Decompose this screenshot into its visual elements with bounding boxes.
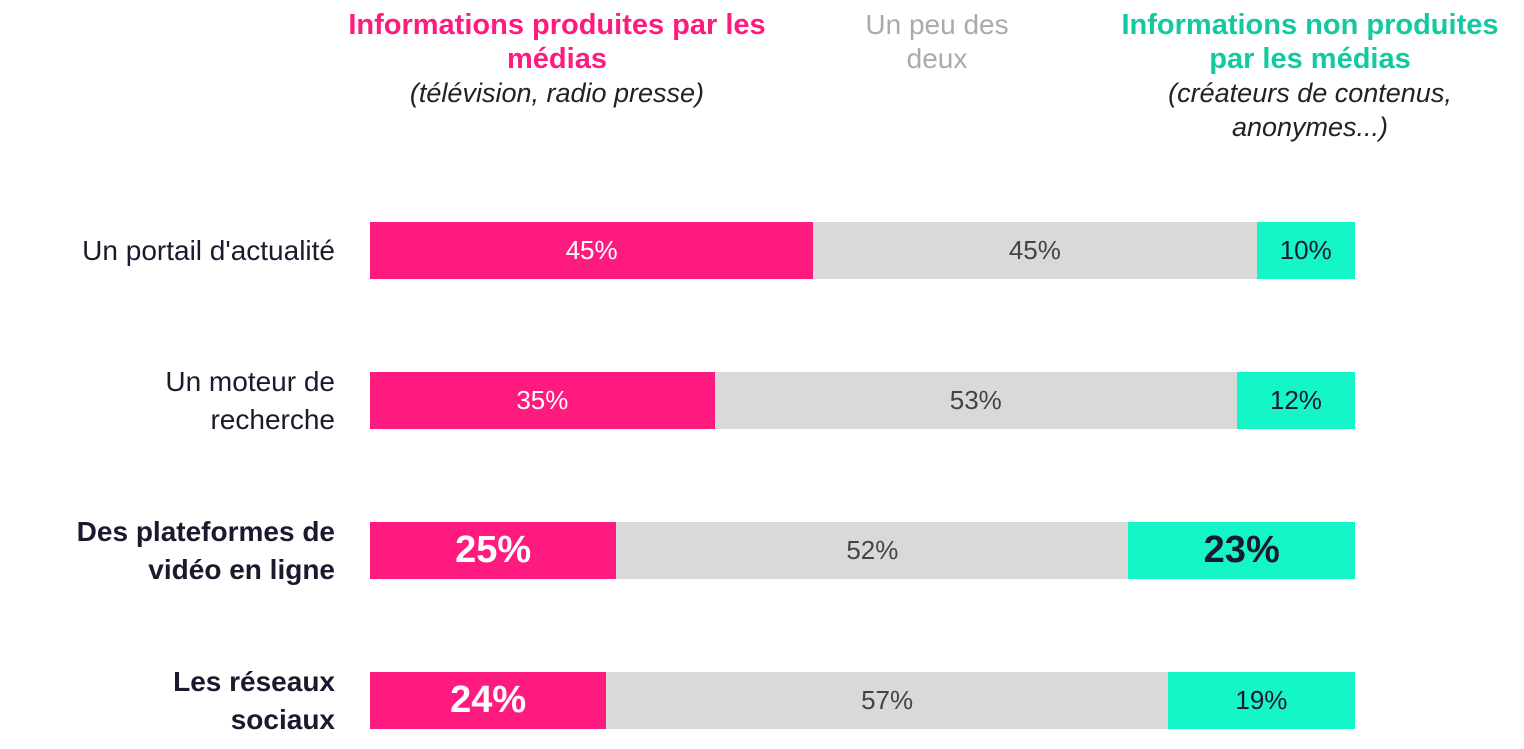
category-label: Des plateformes de vidéo en ligne (76, 515, 335, 585)
chart: Informations produites par les médias (té… (76, 8, 1520, 735)
value-label: 45% (565, 235, 618, 265)
legend-label: Un peu des deux (865, 9, 1009, 74)
bar-segment: 45% (370, 222, 814, 279)
category-label: Un moteur de recherche (165, 365, 335, 435)
bar-segment: 52% (616, 522, 1129, 579)
bar-segment: 57% (606, 672, 1168, 729)
value-label: 53% (949, 385, 1002, 415)
legend-entry: Informations produites par les médias (té… (347, 8, 767, 110)
value-label: 45% (1008, 235, 1061, 265)
legend-subtitle: (télévision, radio presse) (409, 78, 705, 108)
bar-segment: 45% (813, 222, 1257, 279)
value-label: 52% (846, 535, 899, 565)
legend-entry: Informations non produites par les média… (1100, 8, 1520, 144)
value-label: 19% (1235, 685, 1288, 715)
value-label: 10% (1279, 235, 1332, 265)
bar-segment: 10% (1256, 222, 1355, 279)
legend-label: Informations non produites par les média… (1121, 9, 1499, 75)
value-label: 35% (516, 385, 569, 415)
category-label: Un portail d'actualité (82, 234, 335, 266)
bar-segment: 53% (714, 372, 1237, 429)
legend-subtitle: (créateurs de contenus, anonymes...) (1168, 78, 1452, 142)
bar-segment: 24% (370, 672, 607, 729)
value-label: 12% (1269, 385, 1322, 415)
bar-segment: 19% (1167, 672, 1355, 729)
value-label: 25% (455, 529, 532, 571)
bar-segment: 12% (1236, 372, 1355, 429)
bar-segment: 23% (1128, 522, 1355, 579)
value-label: 23% (1203, 529, 1280, 571)
legend-label: Informations produites par les médias (348, 9, 766, 75)
bar-segment: 25% (370, 522, 617, 579)
bar-segment: 35% (370, 372, 715, 429)
value-label: 24% (450, 679, 527, 721)
legend-entry: Un peu des deux (862, 8, 1012, 76)
page: Informations produites par les médias (té… (76, 8, 1520, 735)
category-label: Les réseaux sociaux (173, 665, 335, 735)
value-label: 57% (861, 685, 914, 715)
